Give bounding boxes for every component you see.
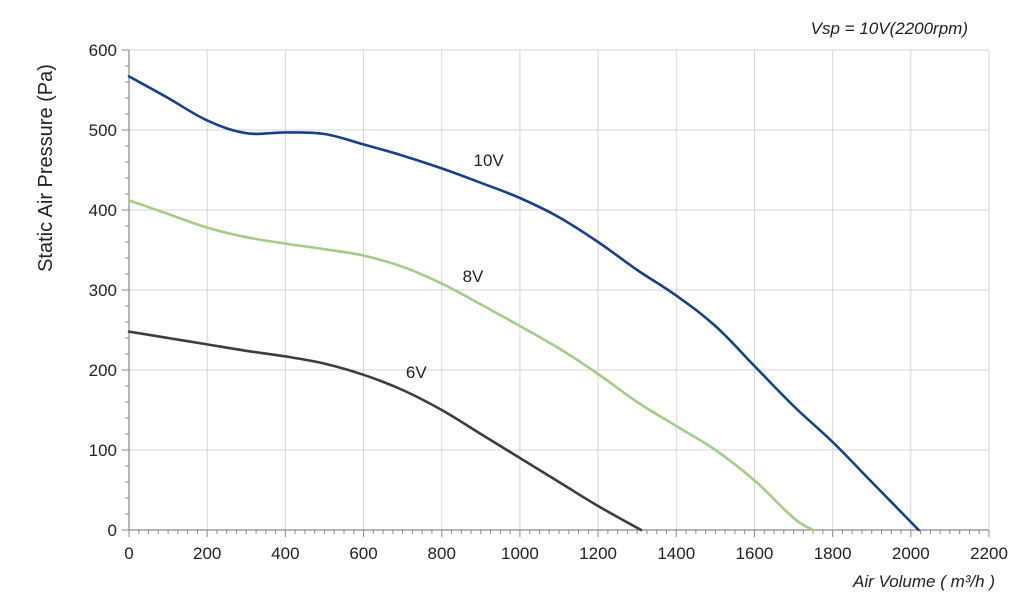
x-tick-label: 200: [193, 544, 221, 563]
x-tick-label: 2000: [892, 544, 930, 563]
x-tick-label: 1800: [814, 544, 852, 563]
grid: [129, 49, 990, 530]
series-label-8v: 8V: [463, 267, 484, 286]
y-tick-label: 300: [89, 281, 117, 300]
series-labels: 10V 8V 6V: [406, 151, 505, 382]
series-line-8v: [127, 199, 815, 532]
y-axis-title: Static Air Pressure (Pa): [35, 64, 57, 272]
axes: [128, 50, 989, 531]
x-tick-label: 1200: [579, 544, 617, 563]
minor-ticks: [122, 49, 990, 537]
y-tick-label: 0: [108, 521, 117, 540]
series-lines: [127, 75, 920, 532]
x-axis-title: Air Volume ( m³/h ): [852, 572, 995, 591]
y-tick-label: 100: [89, 441, 117, 460]
tick-labels: 0 200 400 600 800 1000 1200 1400 1600 1800 2000 220…: [89, 41, 1008, 563]
y-tick-label: 400: [89, 201, 117, 220]
x-tick-label: 2200: [970, 544, 1008, 563]
x-tick-label: 800: [428, 544, 456, 563]
x-tick-label: 400: [271, 544, 299, 563]
chart-title: Vsp = 10V(2200rpm): [811, 19, 968, 38]
y-tick-label: 200: [89, 361, 117, 380]
y-tick-label: 600: [89, 41, 117, 60]
x-tick-label: 1600: [736, 544, 774, 563]
y-tick-label: 500: [89, 121, 117, 140]
x-tick-label: 1000: [501, 544, 539, 563]
series-line-10v: [127, 75, 920, 532]
series-label-10v: 10V: [474, 151, 505, 170]
series-label-6v: 6V: [406, 363, 427, 382]
x-tick-label: 1400: [657, 544, 695, 563]
x-tick-label: 600: [349, 544, 377, 563]
x-tick-label: 0: [124, 544, 133, 563]
series-line-6v: [127, 330, 643, 532]
